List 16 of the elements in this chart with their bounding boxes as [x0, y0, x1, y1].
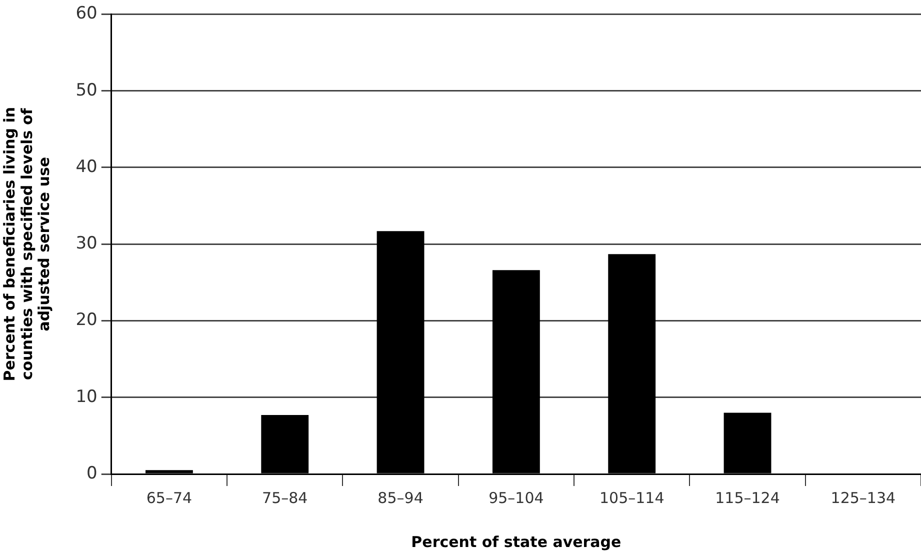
- x-tick-label: 85–94: [378, 488, 424, 507]
- y-axis-title: Percent of beneficiaries living in counties with specified levels of adjusted service use: [0, 106, 54, 382]
- x-tick-label: 95–104: [488, 488, 544, 507]
- y-tick-label: 10: [76, 386, 98, 407]
- x-tick-label: 105–114: [599, 488, 664, 507]
- y-tick-label: 60: [76, 4, 98, 24]
- y-tick-label: 30: [76, 234, 98, 254]
- x-axis-title: Percent of state average: [411, 532, 622, 551]
- x-tick-label: 75–84: [262, 488, 308, 507]
- x-tick-label: 125–134: [830, 488, 896, 507]
- y-tick-label: 0: [86, 463, 98, 484]
- y-tick-label: 50: [76, 80, 98, 100]
- x-tick-label: 65–74: [146, 488, 192, 507]
- x-tick-label: 115–124: [715, 488, 780, 507]
- y-tick-label: 40: [76, 156, 98, 177]
- y-tick-label: 20: [76, 310, 98, 330]
